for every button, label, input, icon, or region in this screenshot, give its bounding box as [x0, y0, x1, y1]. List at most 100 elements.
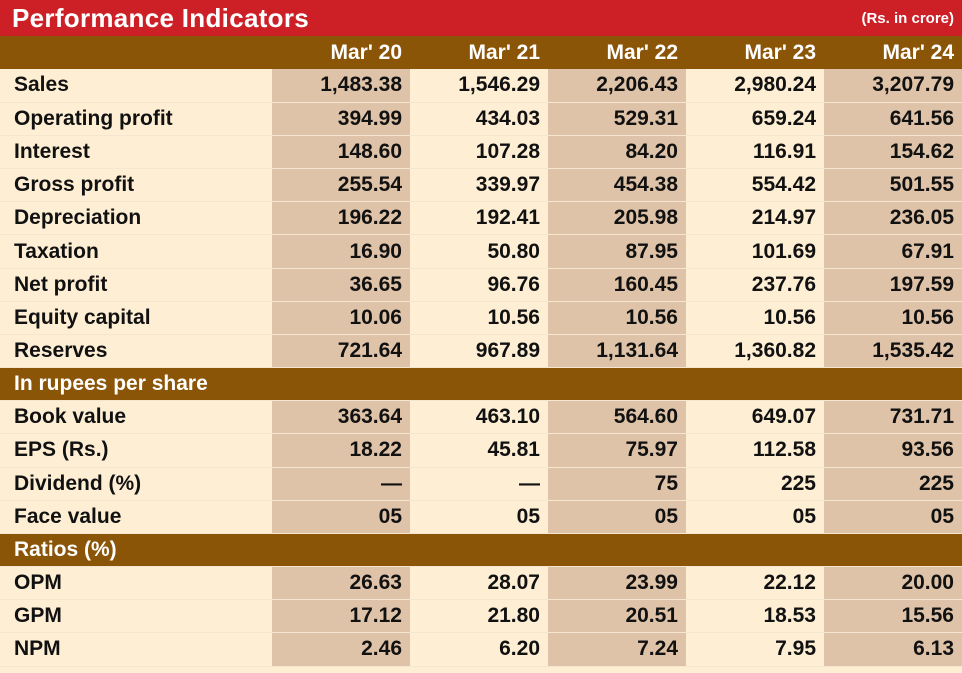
- column-header-blank: [0, 36, 272, 69]
- table-cell: 112.58: [686, 433, 824, 468]
- performance-table: Mar' 20 Mar' 21 Mar' 22 Mar' 23 Mar' 24 …: [0, 36, 962, 667]
- table-cell: 05: [272, 500, 410, 534]
- table-cell: 21.80: [410, 599, 548, 634]
- section-header-row: In rupees per share: [0, 367, 962, 402]
- table-cell: 196.22: [272, 201, 410, 236]
- row-label: Face value: [0, 500, 272, 534]
- table-row: Operating profit 394.99 434.03 529.31 659.24…: [0, 102, 962, 136]
- table-cell: 10.56: [686, 301, 824, 336]
- table-cell: 225: [686, 467, 824, 501]
- table-cell: 93.56: [824, 433, 962, 468]
- table-cell: 7.95: [686, 632, 824, 667]
- table-row: Dividend (%) — —75 225 225: [0, 467, 962, 501]
- table-cell: 2,206.43: [548, 69, 686, 103]
- table-row: OPM 26.63 28.07 23.99 22.12 20.00: [0, 566, 962, 601]
- table-cell: 641.56: [824, 102, 962, 136]
- table-cell: 1,535.42: [824, 334, 962, 369]
- table-cell: 463.10: [410, 400, 548, 435]
- table-cell: 101.69: [686, 234, 824, 269]
- table-row: Face value 05 05 05 05 05: [0, 500, 962, 534]
- table-cell: 05: [824, 500, 962, 534]
- table-cell: 116.91: [686, 135, 824, 170]
- table-cell: 2,980.24: [686, 69, 824, 103]
- table-cell: 564.60: [548, 400, 686, 435]
- column-header: Mar' 23: [686, 36, 824, 69]
- table-cell: 363.64: [272, 400, 410, 435]
- table-cell: 731.71: [824, 400, 962, 435]
- table-cell: 18.22: [272, 433, 410, 468]
- table-cell: 05: [686, 500, 824, 534]
- table-row: Sales 1,483.38 1,546.29 2,206.43 2,980.24 3,2…: [0, 69, 962, 103]
- row-label: NPM: [0, 632, 272, 667]
- row-label: Net profit: [0, 268, 272, 302]
- table-cell: 10.56: [548, 301, 686, 336]
- table-cell: 3,207.79: [824, 69, 962, 103]
- table-cell: 237.76: [686, 268, 824, 302]
- table-row: EPS (Rs.) 18.22 45.81 75.97 112.58 93.56: [0, 433, 962, 468]
- table-cell: —: [410, 467, 548, 501]
- table-row: Taxation 16.90 50.80 87.95 101.69 67.91: [0, 234, 962, 269]
- table-cell: 6.13: [824, 632, 962, 667]
- table-cell: 434.03: [410, 102, 548, 136]
- row-label: Sales: [0, 69, 272, 103]
- table-cell: 2.46: [272, 632, 410, 667]
- table-cell: —: [272, 467, 410, 501]
- row-label: GPM: [0, 599, 272, 634]
- column-header: Mar' 24: [824, 36, 962, 69]
- row-label: OPM: [0, 566, 272, 601]
- table-cell: 339.97: [410, 168, 548, 203]
- table-cell: 148.60: [272, 135, 410, 170]
- table-cell: 05: [410, 500, 548, 534]
- table-row: Equity capital 10.06 10.56 10.56 10.56 10.56: [0, 301, 962, 336]
- table-cell: 394.99: [272, 102, 410, 136]
- table-cell: 17.12: [272, 599, 410, 634]
- table-row: Book value 363.64 463.10 564.60 649.07 731.71: [0, 400, 962, 435]
- table-cell: 225: [824, 467, 962, 501]
- table-cell: 67.91: [824, 234, 962, 269]
- table-cell: 84.20: [548, 135, 686, 170]
- table-cell: 75: [548, 467, 686, 501]
- table-cell: 649.07: [686, 400, 824, 435]
- page-title: Performance Indicators: [12, 2, 310, 33]
- table-cell: 154.62: [824, 135, 962, 170]
- table-cell: 10.56: [824, 301, 962, 336]
- table-cell: 10.56: [410, 301, 548, 336]
- row-label: Depreciation: [0, 201, 272, 236]
- table-row: NPM 2.46 6.20 7.24 7.95 6.13: [0, 632, 962, 667]
- row-label: Equity capital: [0, 301, 272, 336]
- table-cell: 10.06: [272, 301, 410, 336]
- section-heading: In rupees per share: [0, 367, 962, 402]
- row-label: Interest: [0, 135, 272, 170]
- table-cell: 967.89: [410, 334, 548, 369]
- table-row: Interest 148.60 107.28 84.20 116.91 154.62: [0, 135, 962, 170]
- table-cell: 236.05: [824, 201, 962, 236]
- table-cell: 23.99: [548, 566, 686, 601]
- table-row: Gross profit 255.54 339.97 454.38 554.42 501.…: [0, 168, 962, 203]
- table-cell: 160.45: [548, 268, 686, 302]
- unit-note: (Rs. in crore): [861, 9, 954, 27]
- column-header: Mar' 22: [548, 36, 686, 69]
- table-cell: 107.28: [410, 135, 548, 170]
- table-cell: 454.38: [548, 168, 686, 203]
- table-cell: 214.97: [686, 201, 824, 236]
- table-row: Depreciation 196.22 192.41 205.98 214.97 236.…: [0, 201, 962, 236]
- table-cell: 205.98: [548, 201, 686, 236]
- row-label: Reserves: [0, 334, 272, 369]
- table-cell: 26.63: [272, 566, 410, 601]
- row-label: Gross profit: [0, 168, 272, 203]
- table-cell: 192.41: [410, 201, 548, 236]
- table-cell: 22.12: [686, 566, 824, 601]
- section-header-row: Ratios (%): [0, 533, 962, 567]
- row-label: Taxation: [0, 234, 272, 269]
- section-heading: Ratios (%): [0, 533, 962, 567]
- table-cell: 255.54: [272, 168, 410, 203]
- row-label: Operating profit: [0, 102, 272, 136]
- table-cell: 50.80: [410, 234, 548, 269]
- table-cell: 721.64: [272, 334, 410, 369]
- table-cell: 05: [548, 500, 686, 534]
- table-cell: 1,546.29: [410, 69, 548, 103]
- column-header: Mar' 20: [272, 36, 410, 69]
- table-cell: 20.00: [824, 566, 962, 601]
- table-cell: 87.95: [548, 234, 686, 269]
- row-label: EPS (Rs.): [0, 433, 272, 468]
